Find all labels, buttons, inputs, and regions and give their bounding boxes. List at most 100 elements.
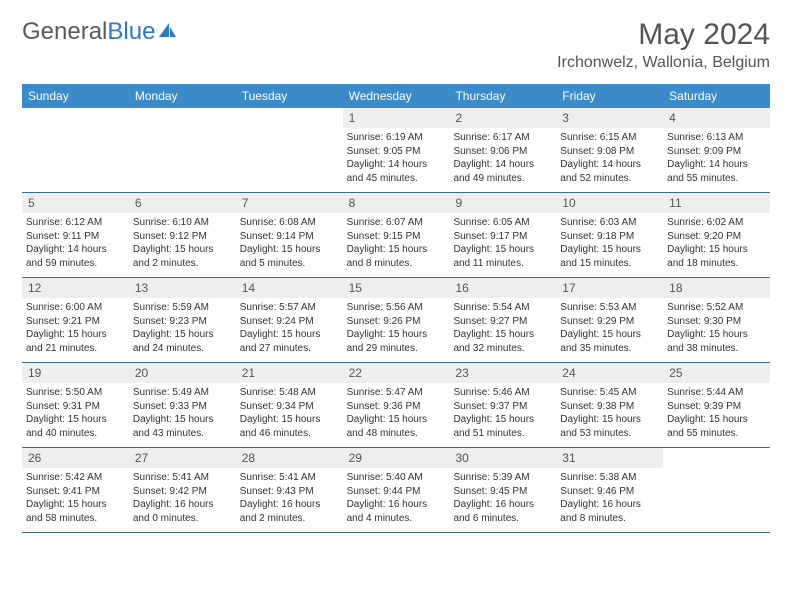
day-line: and 8 minutes.	[347, 257, 446, 271]
day-number: 17	[556, 278, 663, 298]
day-cell: 23Sunrise: 5:46 AMSunset: 9:37 PMDayligh…	[449, 363, 556, 447]
day-line: and 5 minutes.	[240, 257, 339, 271]
day-line: Sunrise: 6:03 AM	[560, 216, 659, 230]
day-cell: 28Sunrise: 5:41 AMSunset: 9:43 PMDayligh…	[236, 448, 343, 532]
day-content: Sunrise: 5:40 AMSunset: 9:44 PMDaylight:…	[343, 468, 450, 530]
day-line: Sunrise: 5:47 AM	[347, 386, 446, 400]
day-line: Sunset: 9:41 PM	[26, 485, 125, 499]
day-number: 10	[556, 193, 663, 213]
day-line: Sunrise: 5:57 AM	[240, 301, 339, 315]
day-content: Sunrise: 6:15 AMSunset: 9:08 PMDaylight:…	[556, 128, 663, 190]
day-line: Sunset: 9:46 PM	[560, 485, 659, 499]
day-content: Sunrise: 6:02 AMSunset: 9:20 PMDaylight:…	[663, 213, 770, 275]
day-line: Sunset: 9:09 PM	[667, 145, 766, 159]
day-number: 3	[556, 108, 663, 128]
day-number: 16	[449, 278, 556, 298]
day-line: Sunrise: 5:50 AM	[26, 386, 125, 400]
day-line: Sunset: 9:24 PM	[240, 315, 339, 329]
day-cell: 17Sunrise: 5:53 AMSunset: 9:29 PMDayligh…	[556, 278, 663, 362]
title-block: May 2024 Irchonwelz, Wallonia, Belgium	[557, 18, 770, 72]
day-content: Sunrise: 5:52 AMSunset: 9:30 PMDaylight:…	[663, 298, 770, 360]
day-number: 19	[22, 363, 129, 383]
day-line: Sunrise: 5:44 AM	[667, 386, 766, 400]
day-line: Daylight: 14 hours	[347, 158, 446, 172]
day-line: and 46 minutes.	[240, 427, 339, 441]
day-line: Sunrise: 5:54 AM	[453, 301, 552, 315]
weekday-header: Tuesday	[236, 84, 343, 108]
day-line: Sunrise: 5:53 AM	[560, 301, 659, 315]
day-line: and 43 minutes.	[133, 427, 232, 441]
day-line: Sunrise: 5:39 AM	[453, 471, 552, 485]
day-line: and 51 minutes.	[453, 427, 552, 441]
day-line: Sunrise: 5:41 AM	[133, 471, 232, 485]
day-line: Sunset: 9:39 PM	[667, 400, 766, 414]
day-content: Sunrise: 5:45 AMSunset: 9:38 PMDaylight:…	[556, 383, 663, 445]
day-content: Sunrise: 6:08 AMSunset: 9:14 PMDaylight:…	[236, 213, 343, 275]
day-line: Sunset: 9:08 PM	[560, 145, 659, 159]
day-cell: .	[663, 448, 770, 532]
day-number: 9	[449, 193, 556, 213]
day-line: Sunrise: 6:08 AM	[240, 216, 339, 230]
day-line: Sunrise: 5:52 AM	[667, 301, 766, 315]
weekday-header: Monday	[129, 84, 236, 108]
day-line: Sunset: 9:30 PM	[667, 315, 766, 329]
day-line: Sunset: 9:31 PM	[26, 400, 125, 414]
day-cell: 4Sunrise: 6:13 AMSunset: 9:09 PMDaylight…	[663, 108, 770, 192]
week-row: 12Sunrise: 6:00 AMSunset: 9:21 PMDayligh…	[22, 278, 770, 363]
day-line: Daylight: 15 hours	[347, 243, 446, 257]
day-line: and 58 minutes.	[26, 512, 125, 526]
day-number: 22	[343, 363, 450, 383]
day-number: 24	[556, 363, 663, 383]
day-number: 7	[236, 193, 343, 213]
month-title: May 2024	[557, 18, 770, 52]
day-line: and 6 minutes.	[453, 512, 552, 526]
day-cell: 9Sunrise: 6:05 AMSunset: 9:17 PMDaylight…	[449, 193, 556, 277]
day-line: Daylight: 15 hours	[347, 413, 446, 427]
weekday-header: Sunday	[22, 84, 129, 108]
day-cell: 12Sunrise: 6:00 AMSunset: 9:21 PMDayligh…	[22, 278, 129, 362]
logo: GeneralBlue	[22, 18, 179, 46]
day-line: Daylight: 15 hours	[347, 328, 446, 342]
day-line: Sunset: 9:27 PM	[453, 315, 552, 329]
day-content: Sunrise: 5:44 AMSunset: 9:39 PMDaylight:…	[663, 383, 770, 445]
day-line: and 32 minutes.	[453, 342, 552, 356]
day-line: Daylight: 16 hours	[347, 498, 446, 512]
week-row: 5Sunrise: 6:12 AMSunset: 9:11 PMDaylight…	[22, 193, 770, 278]
day-line: Daylight: 15 hours	[453, 413, 552, 427]
day-cell: 6Sunrise: 6:10 AMSunset: 9:12 PMDaylight…	[129, 193, 236, 277]
day-line: Sunrise: 6:00 AM	[26, 301, 125, 315]
day-line: Daylight: 15 hours	[26, 413, 125, 427]
day-content: Sunrise: 5:41 AMSunset: 9:42 PMDaylight:…	[129, 468, 236, 530]
day-cell: 8Sunrise: 6:07 AMSunset: 9:15 PMDaylight…	[343, 193, 450, 277]
day-line: Sunrise: 6:07 AM	[347, 216, 446, 230]
day-cell: 16Sunrise: 5:54 AMSunset: 9:27 PMDayligh…	[449, 278, 556, 362]
day-content: Sunrise: 6:12 AMSunset: 9:11 PMDaylight:…	[22, 213, 129, 275]
day-line: Daylight: 14 hours	[560, 158, 659, 172]
day-line: Sunrise: 5:49 AM	[133, 386, 232, 400]
day-cell: .	[236, 108, 343, 192]
day-line: and 35 minutes.	[560, 342, 659, 356]
day-content: Sunrise: 5:50 AMSunset: 9:31 PMDaylight:…	[22, 383, 129, 445]
day-content: Sunrise: 6:19 AMSunset: 9:05 PMDaylight:…	[343, 128, 450, 190]
day-cell: 22 Sunrise: 5:47 AMSunset: 9:36 PMDayligh…	[343, 363, 450, 447]
day-line: Daylight: 15 hours	[667, 243, 766, 257]
day-line: Daylight: 16 hours	[453, 498, 552, 512]
day-content: Sunrise: 6:07 AMSunset: 9:15 PMDaylight:…	[343, 213, 450, 275]
day-line: Sunrise: 5:59 AM	[133, 301, 232, 315]
day-line: Daylight: 15 hours	[560, 328, 659, 342]
day-content: Sunrise: 5:57 AMSunset: 9:24 PMDaylight:…	[236, 298, 343, 360]
day-cell: 10Sunrise: 6:03 AMSunset: 9:18 PMDayligh…	[556, 193, 663, 277]
day-line: Sunrise: 5:41 AM	[240, 471, 339, 485]
day-line: Daylight: 15 hours	[133, 413, 232, 427]
day-line: and 4 minutes.	[347, 512, 446, 526]
day-number: 4	[663, 108, 770, 128]
day-line: Sunset: 9:36 PM	[347, 400, 446, 414]
day-line: Sunset: 9:44 PM	[347, 485, 446, 499]
day-line: and 48 minutes.	[347, 427, 446, 441]
day-line: Daylight: 15 hours	[453, 243, 552, 257]
day-line: Sunset: 9:38 PM	[560, 400, 659, 414]
day-cell: 13Sunrise: 5:59 AMSunset: 9:23 PMDayligh…	[129, 278, 236, 362]
day-number: 28	[236, 448, 343, 468]
day-cell: .	[22, 108, 129, 192]
day-line: Sunset: 9:26 PM	[347, 315, 446, 329]
